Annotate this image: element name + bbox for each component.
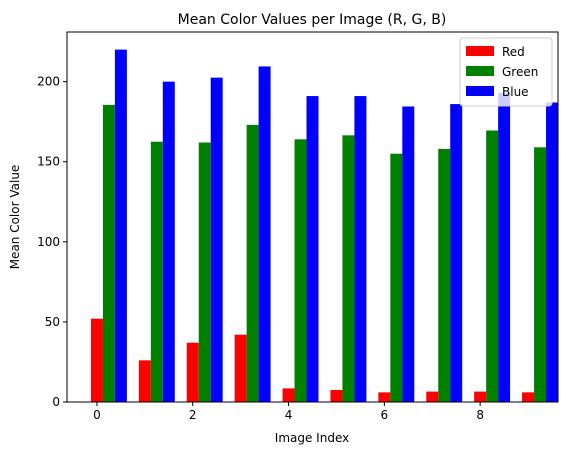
legend-label-blue: Blue [502, 85, 529, 99]
bar-red-5 [330, 389, 343, 402]
chart-title: Mean Color Values per Image (R, G, B) [178, 12, 447, 28]
y-tick-label-150: 150 [37, 155, 60, 169]
legend-swatch-green [466, 66, 494, 76]
bar-blue-8 [498, 92, 511, 403]
bar-green-5 [342, 135, 355, 402]
y-axis-label: Mean Color Value [8, 165, 22, 270]
bar-red-2 [186, 342, 199, 402]
bar-green-9 [534, 147, 547, 402]
bar-blue-7 [450, 104, 463, 403]
bar-red-0 [90, 318, 103, 402]
bar-green-4 [294, 139, 307, 402]
bars-group [90, 49, 558, 403]
x-axis-label: Image Index [275, 431, 349, 445]
x-tick-label-2: 2 [189, 408, 197, 422]
y-tick-label-50: 50 [45, 315, 60, 329]
legend-swatch-blue [466, 86, 494, 96]
legend-label-green: Green [502, 65, 538, 79]
y-tick-label-200: 200 [37, 75, 60, 89]
bar-red-7 [426, 391, 439, 402]
bar-blue-5 [354, 96, 367, 402]
legend-label-red: Red [502, 45, 525, 59]
legend: Red Green Blue [459, 37, 553, 107]
bar-blue-0 [114, 49, 127, 402]
legend-swatch-red [466, 46, 494, 56]
bar-green-8 [486, 130, 499, 402]
bar-blue-3 [258, 66, 271, 403]
y-tick-label-100: 100 [37, 235, 60, 249]
bar-red-6 [378, 392, 391, 402]
bar-green-7 [438, 148, 451, 402]
y-tick-label-0: 0 [52, 395, 60, 409]
bar-red-8 [474, 391, 487, 402]
x-tick-label-6: 6 [381, 408, 389, 422]
bar-red-1 [138, 360, 151, 402]
x-tick-label-0: 0 [93, 408, 101, 422]
bar-green-1 [150, 141, 163, 402]
bar-blue-9 [546, 102, 558, 402]
bar-red-3 [234, 334, 247, 402]
x-tick-label-4: 4 [285, 408, 293, 422]
axes-group: 0 2 4 6 8 0 50 100 150 200 [37, 31, 559, 422]
bar-green-0 [102, 104, 115, 402]
bar-blue-2 [210, 77, 223, 402]
plot-frame [66, 31, 559, 403]
x-tick-label-8: 8 [476, 408, 484, 422]
bar-blue-4 [306, 96, 319, 402]
bar-red-9 [522, 392, 535, 402]
bar-green-3 [246, 124, 259, 402]
bar-green-6 [390, 153, 403, 402]
bar-blue-1 [162, 81, 175, 402]
bar-green-2 [198, 142, 211, 403]
bar-red-4 [282, 388, 295, 402]
bar-blue-6 [402, 106, 415, 402]
